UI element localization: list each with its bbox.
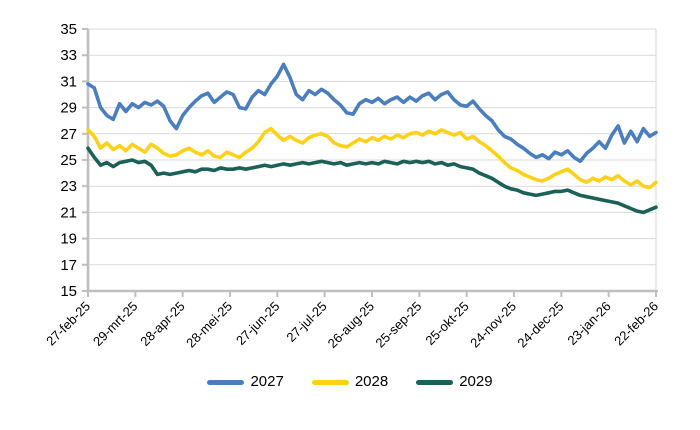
x-tick-label-8: 25-okt-25 xyxy=(422,299,471,348)
x-tick-label-2: 28-apr-25 xyxy=(137,299,187,349)
x-tick-label-10: 24-dec-25 xyxy=(514,299,566,351)
legend-label-2027: 2027 xyxy=(250,373,284,390)
y-tick-label-27: 27 xyxy=(60,126,77,143)
y-tick-label-25: 25 xyxy=(60,152,77,169)
y-tick-label-23: 23 xyxy=(60,178,77,195)
y-tick-label-29: 29 xyxy=(60,100,77,117)
x-tick-label-0: 27-feb-25 xyxy=(43,299,93,349)
series-line-2028 xyxy=(86,126,658,190)
chart-legend: 2027 2028 2029 xyxy=(0,373,700,391)
x-tick-label-5: 27-jul-25 xyxy=(283,299,329,345)
y-tick-label-19: 19 xyxy=(60,231,77,248)
x-tick-label-1: 29-mrt-25 xyxy=(90,299,140,349)
series-line-2029 xyxy=(86,146,658,215)
x-tick-label-7: 25-sep-25 xyxy=(372,299,424,351)
legend-swatch-2029 xyxy=(416,379,454,385)
x-tick-label-11: 23-jan-26 xyxy=(564,299,613,348)
series-line-2027 xyxy=(86,62,658,164)
x-tick-label-4: 27-jun-25 xyxy=(233,299,282,348)
x-tick-label-12: 22-feb-26 xyxy=(611,299,661,349)
y-tick-label-21: 21 xyxy=(60,204,77,221)
legend-label-2029: 2029 xyxy=(459,373,493,390)
x-tick-label-6: 26-aug-25 xyxy=(325,299,378,352)
y-tick-label-17: 17 xyxy=(60,257,77,274)
y-tick-label-31: 31 xyxy=(60,73,77,90)
y-tick-label-15: 15 xyxy=(60,283,77,300)
legend-swatch-2027 xyxy=(207,379,245,385)
legend-item-2028: 2028 xyxy=(311,373,389,391)
y-tick-label-33: 33 xyxy=(60,47,77,64)
x-tick-label-9: 24-nov-25 xyxy=(467,299,519,351)
legend-item-2029: 2029 xyxy=(416,373,493,391)
legend-item-2027: 2027 xyxy=(207,373,284,391)
legend-swatch-2028 xyxy=(311,379,349,385)
y-tick-label-35: 35 xyxy=(60,21,77,38)
x-tick-label-3: 28-mei-25 xyxy=(183,299,235,351)
legend-label-2028: 2028 xyxy=(354,373,389,390)
